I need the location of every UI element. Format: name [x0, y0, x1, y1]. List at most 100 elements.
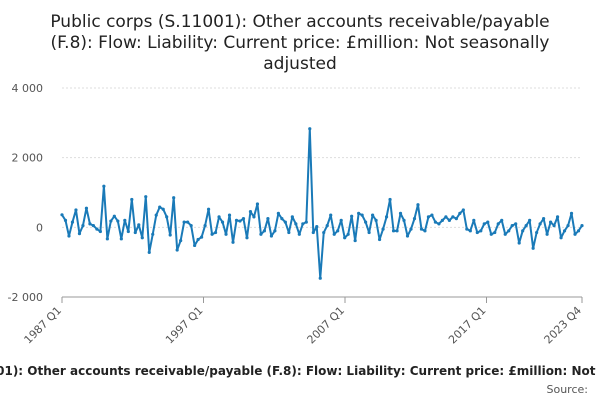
data-point-0-41 [203, 223, 207, 228]
data-point-0-126 [500, 218, 504, 222]
data-point-0-98 [402, 218, 406, 222]
x-axis: 1987 Q1 1997 Q1 2007 Q1 2017 Q1 2023 Q4 [22, 296, 584, 347]
data-point-0-73 [315, 225, 319, 229]
data-point-0-83 [350, 214, 354, 218]
data-point-0-85 [357, 211, 361, 215]
data-point-0-60 [269, 234, 273, 238]
data-point-0-39 [196, 237, 200, 242]
data-point-0-146 [569, 211, 574, 215]
y-tick-label-0: -2 000 [8, 291, 43, 304]
data-point-0-144 [562, 229, 567, 233]
data-point-0-106 [430, 213, 434, 217]
data-point-0-56 [255, 202, 260, 206]
data-point-0-65 [287, 230, 291, 235]
data-point-0-44 [213, 230, 218, 235]
data-point-0-82 [346, 232, 350, 236]
data-point-0-102 [416, 203, 420, 207]
data-point-0-66 [290, 215, 294, 219]
data-point-0-120 [479, 229, 483, 233]
data-point-0-63 [280, 217, 284, 221]
data-point-0-38 [193, 243, 197, 248]
data-point-0-80 [339, 218, 343, 222]
data-point-0-50 [234, 218, 239, 222]
data-point-0-119 [475, 230, 479, 235]
data-point-0-134 [528, 218, 532, 222]
data-point-0-141 [552, 223, 556, 228]
data-point-0-97 [398, 211, 403, 215]
data-point-0-2 [67, 234, 71, 238]
data-point-0-23 [140, 236, 144, 240]
data-point-0-53 [245, 236, 249, 240]
data-point-0-75 [322, 230, 326, 235]
data-point-0-52 [241, 217, 246, 221]
data-point-0-109 [440, 218, 444, 222]
data-point-0-123 [489, 232, 493, 236]
data-point-0-121 [482, 222, 486, 226]
data-point-0-14 [109, 219, 113, 223]
data-point-0-9 [91, 223, 96, 228]
data-point-0-3 [70, 220, 75, 224]
data-point-0-40 [200, 235, 204, 239]
data-point-0-36 [186, 220, 190, 224]
data-point-0-140 [548, 220, 553, 224]
data-point-0-10 [95, 227, 99, 231]
data-point-0-147 [573, 232, 577, 236]
data-point-0-12 [102, 184, 106, 188]
data-point-0-33 [175, 248, 179, 252]
data-point-0-1 [63, 218, 68, 222]
data-point-0-57 [259, 232, 263, 236]
data-point-0-13 [105, 237, 109, 241]
data-point-0-0 [60, 213, 64, 217]
data-point-0-125 [496, 222, 500, 226]
chart-title-line-2: (F.8): Flow: Liability: Current price: £… [50, 33, 549, 53]
data-point-0-37 [189, 223, 193, 228]
source-credit: Source: [547, 383, 589, 396]
data-point-0-116 [465, 227, 469, 231]
chart-title: Public corps (S.11001): Other accounts r… [50, 12, 549, 74]
data-point-0-118 [472, 218, 476, 222]
series-group [60, 127, 584, 280]
data-point-0-35 [182, 220, 186, 224]
data-point-0-90 [374, 218, 378, 222]
legend: Public corps (S.11001): Other accounts r… [0, 364, 600, 378]
data-point-0-115 [461, 208, 465, 212]
data-point-0-100 [409, 227, 413, 231]
data-point-0-69 [301, 222, 305, 226]
data-point-0-138 [542, 217, 546, 221]
data-point-0-78 [332, 232, 336, 236]
data-point-0-81 [343, 236, 347, 240]
y-tick-label-2: 2 000 [12, 152, 44, 165]
x-tick-label-3: 2017 Q1 [446, 304, 489, 347]
data-point-0-43 [210, 232, 214, 236]
data-point-0-16 [116, 219, 120, 223]
data-point-0-20 [130, 197, 134, 202]
data-point-0-51 [238, 219, 242, 223]
data-point-0-99 [405, 234, 410, 238]
data-point-0-30 [165, 215, 169, 219]
data-point-0-95 [391, 229, 396, 233]
data-point-0-67 [294, 222, 298, 226]
data-point-0-31 [168, 233, 172, 237]
data-point-0-64 [283, 220, 287, 224]
data-point-0-61 [273, 229, 277, 233]
data-point-0-131 [517, 241, 521, 245]
data-point-0-142 [555, 215, 560, 219]
data-point-0-92 [381, 227, 385, 231]
data-point-0-58 [262, 229, 267, 233]
data-point-0-54 [248, 210, 253, 214]
data-point-0-111 [447, 218, 451, 222]
data-point-0-8 [88, 222, 92, 226]
data-point-0-34 [179, 238, 183, 243]
data-point-0-84 [353, 238, 357, 243]
data-point-0-11 [98, 229, 102, 234]
data-point-0-15 [112, 214, 116, 218]
data-point-0-45 [217, 215, 221, 219]
data-point-0-25 [147, 250, 151, 255]
data-point-0-32 [172, 196, 176, 200]
data-point-0-133 [524, 223, 528, 228]
data-point-0-46 [220, 220, 225, 224]
data-point-0-48 [227, 213, 232, 217]
data-point-0-104 [423, 229, 427, 233]
data-point-0-108 [437, 222, 441, 226]
